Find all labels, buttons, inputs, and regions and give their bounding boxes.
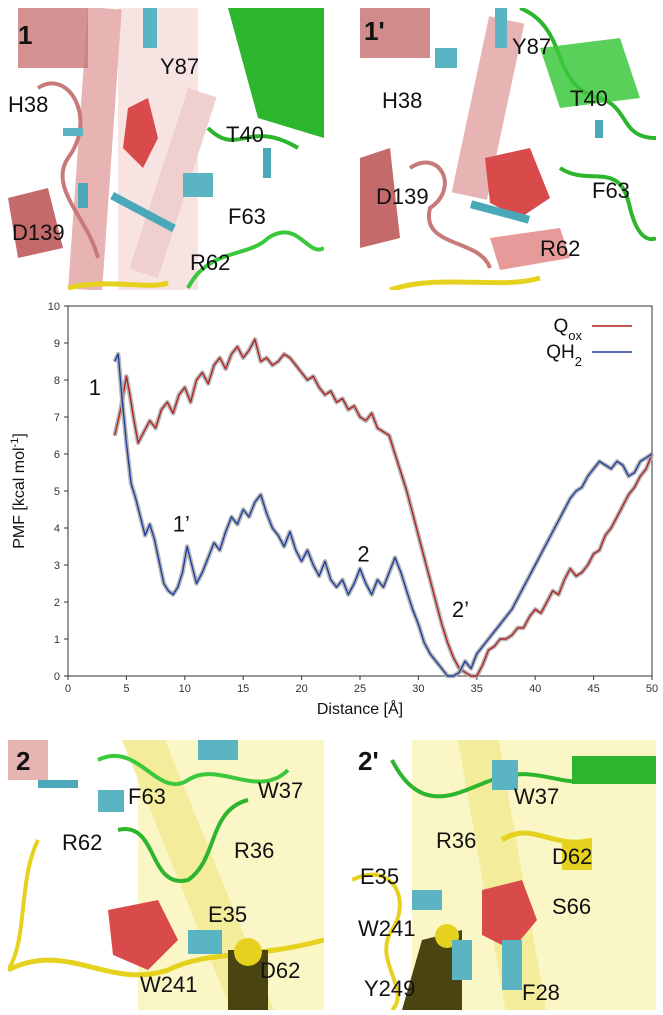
x-axis-label: Distance [Å]	[317, 699, 403, 718]
y-tick-label: 2	[54, 597, 60, 609]
residue-label-w241: W241	[358, 916, 415, 941]
residue-label-r36: R36	[234, 838, 274, 863]
y-tick-label: 0	[54, 671, 60, 683]
residue-label-t40: T40	[226, 122, 264, 147]
structure-panel-2: 2 F63 W37 R62 R36 E35 W241 D62	[8, 740, 324, 1010]
residue-label-y87: Y87	[512, 34, 551, 59]
residue-label-f63: F63	[228, 204, 266, 229]
y-tick-label: 4	[54, 523, 60, 535]
x-tick-label: 50	[646, 683, 658, 695]
residue-label-w37: W37	[258, 778, 303, 803]
residue-label-y87: Y87	[160, 54, 199, 79]
structure-panel-1-prime: 1' H38 Y87 T40 D139 F63 R62	[360, 8, 656, 290]
x-tick-label: 40	[529, 683, 541, 695]
residue-label-t40: T40	[570, 86, 608, 111]
residue-label-e35: E35	[208, 902, 247, 927]
plot-frame	[67, 305, 653, 677]
state-annotation: 1	[89, 375, 101, 400]
residue-label-h38: H38	[382, 88, 422, 113]
x-tick-label: 15	[237, 683, 249, 695]
panel-corner-label: 1'	[364, 16, 385, 46]
residue-label-d62: D62	[552, 844, 592, 869]
state-annotation: 2’	[452, 597, 469, 622]
residue-label-f63: F63	[592, 178, 630, 203]
y-axis-label: PMF [kcal mol-1]	[9, 433, 28, 549]
y-tick-label: 1	[54, 634, 60, 646]
residue-label-d62: D62	[260, 958, 300, 983]
pmf-chart: 0 5 10 15 20 25 30 35 40 45 50 0 1 2 3 4 5 6 7 8 9 10 1 1’ 2 2’ …	[0, 292, 663, 732]
x-tick-label: 45	[587, 683, 599, 695]
residue-label-f63: F63	[128, 784, 166, 809]
residue-label-r62: R62	[540, 236, 580, 261]
structure-panel-2-prime: 2' W37 R36 D62 E35 S66 W241 Y249 F28	[352, 740, 656, 1010]
structure-illustration-1: 1 H38 Y87 T40 D139 F63 R62	[8, 8, 324, 290]
residue-label-d139: D139	[12, 220, 65, 245]
structure-illustration-2-prime: 2' W37 R36 D62 E35 S66 W241 Y249 F28	[352, 740, 656, 1010]
y-tick-label: 9	[54, 338, 60, 350]
y-tick-label: 10	[48, 301, 60, 313]
residue-label-w241: W241	[140, 972, 197, 997]
structure-panel-1: 1 H38 Y87 T40 D139 F63 R62	[8, 8, 324, 290]
y-tick-label: 7	[54, 412, 60, 424]
residue-label-y249: Y249	[364, 976, 415, 1001]
y-tick-label: 3	[54, 560, 60, 572]
state-annotation: 1’	[173, 512, 190, 537]
structure-illustration-1-prime: 1' H38 Y87 T40 D139 F63 R62	[360, 8, 656, 290]
x-tick-label: 20	[295, 683, 307, 695]
panel-corner-label: 2	[16, 746, 30, 776]
residue-label-f28: F28	[522, 980, 560, 1005]
residue-label-r62: R62	[190, 250, 230, 275]
panel-corner-label: 1	[18, 20, 32, 50]
panel-corner-label: 2'	[358, 746, 379, 776]
x-tick-label: 5	[123, 683, 129, 695]
structure-illustration-2: 2 F63 W37 R62 R36 E35 W241 D62	[8, 740, 324, 1010]
x-tick-label: 30	[412, 683, 424, 695]
state-annotation: 2	[357, 541, 369, 566]
residue-label-h38: H38	[8, 92, 48, 117]
residue-label-d139: D139	[376, 184, 429, 209]
x-tick-label: 25	[354, 683, 366, 695]
residue-label-s66: S66	[552, 894, 591, 919]
y-tick-label: 8	[54, 375, 60, 387]
x-tick-label: 10	[179, 683, 191, 695]
residue-label-w37: W37	[514, 784, 559, 809]
residue-label-r62: R62	[62, 830, 102, 855]
series-line-qox	[114, 338, 653, 677]
residue-label-r36: R36	[436, 828, 476, 853]
series-line-qh2	[114, 353, 653, 677]
annotations: 1 1’ 2 2’	[89, 375, 469, 622]
y-tick-label: 5	[54, 486, 60, 498]
x-tick-label: 35	[471, 683, 483, 695]
legend-label-qh2: QH2	[546, 342, 582, 369]
legend-label-qox: Qox	[553, 316, 582, 343]
series-group	[112, 337, 655, 679]
residue-label-e35: E35	[360, 864, 399, 889]
x-tick-label: 0	[65, 683, 71, 695]
y-tick-label: 6	[54, 449, 60, 461]
